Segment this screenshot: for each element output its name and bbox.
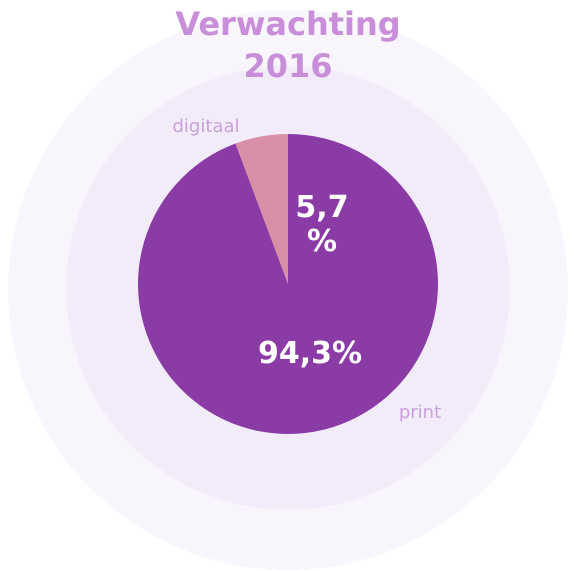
- pie-slice: [235, 134, 288, 284]
- category-label: print: [399, 402, 441, 423]
- value-label: 5,7%: [295, 190, 348, 259]
- pie-slice: [137, 134, 439, 434]
- value-label: 94,3%: [258, 336, 362, 371]
- category-label: digitaal: [173, 116, 240, 137]
- chart-title: Verwachting 2016: [175, 5, 400, 85]
